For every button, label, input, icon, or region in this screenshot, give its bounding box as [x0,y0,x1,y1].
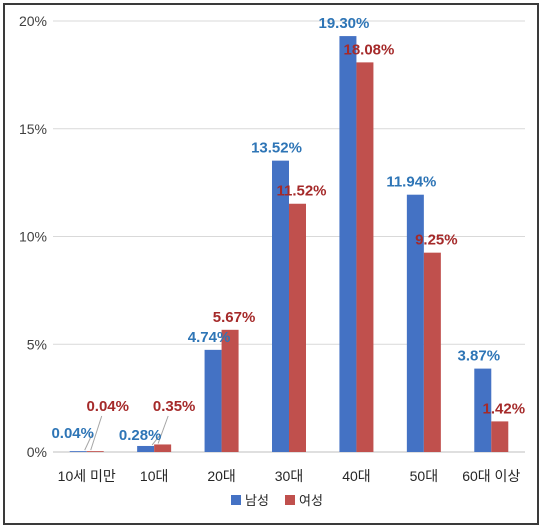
legend-label-male: 남성 [245,493,269,508]
data-label-male: 19.30% [318,15,369,32]
bar-chart: 0% 5% 10% 15% 20% 0.04% 0.04% 0.28% 0.35% 4.74% 5… [19,13,526,508]
bar-male [137,445,155,452]
leader-line [157,415,169,444]
x-category-label: 20대 [207,468,235,484]
bar-male [406,194,424,452]
data-label-male: 4.74% [188,329,231,346]
data-label-female: 0.04% [86,398,129,415]
data-label-female: 1.42% [483,400,526,417]
bar-male [69,451,87,452]
bar-female [289,203,306,452]
data-label-female: 5.67% [213,309,256,326]
x-category-label: 10세 미만 [58,468,116,484]
x-category-label: 40대 [342,468,370,484]
data-label-male: 0.04% [51,425,94,442]
bar-female [491,421,509,452]
leader-line [90,415,103,451]
bar-female [86,451,104,452]
y-tick-label: 0% [27,444,47,460]
x-category-label: 10대 [140,468,168,484]
data-label-female: 9.25% [415,232,458,249]
x-category-label: 60대 이상 [462,468,520,484]
data-label-male: 13.52% [251,140,302,157]
bar-female [221,329,239,452]
leader-line [84,432,94,451]
bar-male [474,368,492,452]
bar-female [356,62,374,452]
bar-male [272,160,289,453]
legend-swatch-female [285,495,295,505]
legend-swatch-male [231,495,241,505]
y-tick-label: 10% [19,229,47,245]
chart-frame: 0% 5% 10% 15% 20% 0.04% 0.04% 0.28% 0.35% 4.74% 5… [3,3,539,525]
bar-female [154,444,172,452]
y-tick-label: 20% [19,13,47,29]
x-category-label: 30대 [275,468,303,484]
legend-label-female: 여성 [299,493,323,508]
data-label-male: 3.87% [458,348,501,365]
data-label-male: 0.28% [119,427,162,444]
y-tick-label: 15% [19,121,47,137]
bar-male [204,349,222,452]
data-label-female: 11.52% [276,183,326,200]
data-label-female: 18.08% [343,41,394,58]
bar-female [423,252,441,452]
x-category-label: 50대 [410,468,438,484]
y-tick-label: 5% [27,336,47,352]
data-label-female: 0.35% [153,398,196,415]
bar-male [339,36,357,453]
data-label-male: 11.94% [386,174,436,191]
leader-line [151,434,161,446]
